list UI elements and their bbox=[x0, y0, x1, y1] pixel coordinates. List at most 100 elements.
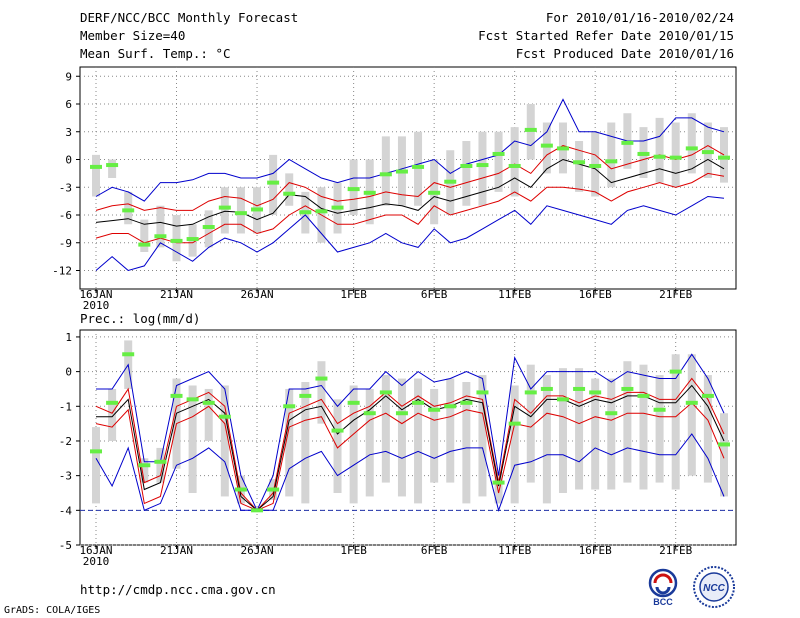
prec-x-tick-label: 16JAN bbox=[79, 544, 112, 557]
temp-spread-box bbox=[510, 127, 519, 197]
source-url[interactable]: http://cmdp.ncc.cma.gov.cn bbox=[80, 582, 276, 597]
prec-median-marker bbox=[508, 421, 521, 426]
prec-median-marker bbox=[540, 386, 553, 391]
temp-median-marker bbox=[170, 238, 183, 243]
prec-x-tick-label: 26JAN bbox=[240, 544, 273, 557]
prec-spread-box bbox=[414, 378, 423, 504]
prec-spread-box bbox=[140, 458, 149, 483]
prec-spread-box bbox=[591, 378, 600, 490]
temp-spread-box bbox=[494, 131, 503, 192]
prec-x-tick-label: 6FEB bbox=[421, 544, 448, 557]
prec-spread-box bbox=[655, 375, 664, 483]
prec-median-marker bbox=[267, 487, 280, 492]
prec-spread-box bbox=[397, 378, 406, 497]
temp-x-tick-label: 6FEB bbox=[421, 288, 448, 301]
prec-spread-box bbox=[526, 364, 535, 483]
temp-median-marker bbox=[412, 164, 425, 169]
temp-median-marker bbox=[718, 155, 730, 160]
prec-spread-box bbox=[92, 427, 100, 504]
temp-spread-box bbox=[124, 191, 133, 225]
temp-y-tick-label: -3 bbox=[59, 181, 72, 194]
temp-lower-line bbox=[95, 145, 725, 211]
prec-spread-box bbox=[671, 354, 680, 490]
temp-median-marker bbox=[460, 163, 473, 168]
prec-spread-box bbox=[623, 361, 632, 483]
prec-spread-box bbox=[285, 388, 294, 497]
temp-median-marker bbox=[605, 159, 618, 164]
prec-median-marker bbox=[106, 400, 119, 405]
temp-median-marker bbox=[186, 237, 199, 242]
temp-median-marker bbox=[251, 207, 264, 212]
prec-spread-box bbox=[687, 354, 696, 476]
prec-median-marker bbox=[202, 400, 215, 405]
temp-x-tick-label: 21FEB bbox=[659, 288, 692, 301]
prec-mean-line bbox=[96, 384, 725, 511]
prec-spread-box bbox=[204, 388, 213, 441]
temp-median-marker bbox=[106, 163, 119, 168]
temp-median-marker bbox=[444, 179, 457, 184]
prec-min-line bbox=[95, 433, 725, 513]
temp-median-marker bbox=[540, 143, 553, 148]
prec-x-tick-label: 21JAN bbox=[160, 544, 193, 557]
temp-median-marker bbox=[524, 127, 537, 132]
temp-median-marker bbox=[315, 209, 328, 214]
prec-median-marker bbox=[621, 386, 634, 391]
temp-median-marker bbox=[234, 211, 247, 216]
temp-spread-box bbox=[140, 219, 149, 252]
bcc-logo: BCC bbox=[648, 568, 678, 607]
temp-median-marker bbox=[283, 191, 296, 196]
prec-x-tick-label: 1FEB bbox=[340, 544, 367, 557]
prec-median-marker bbox=[138, 463, 151, 468]
temp-median-marker bbox=[621, 140, 634, 145]
prec-y-tick-label: -5 bbox=[59, 539, 72, 552]
prec-median-marker bbox=[363, 411, 376, 416]
prec-spread-box bbox=[301, 382, 310, 504]
temp-median-marker bbox=[154, 234, 167, 239]
prec-x-year-label: 2010 bbox=[83, 555, 110, 568]
temp-spread-box bbox=[671, 122, 680, 188]
prec-spread-box bbox=[703, 375, 712, 483]
prec-x-tick-label: 11FEB bbox=[498, 544, 531, 557]
prec-median-marker bbox=[395, 411, 408, 416]
temp-y-tick-label: 9 bbox=[65, 70, 72, 83]
prec-median-marker bbox=[412, 400, 425, 405]
temp-max-line bbox=[95, 195, 725, 272]
temp-median-marker bbox=[202, 225, 215, 230]
prec-median-marker bbox=[90, 449, 102, 454]
temp-y-tick-label: 6 bbox=[65, 98, 72, 111]
temp-median-marker bbox=[379, 172, 392, 177]
prec-spread-box bbox=[542, 375, 551, 504]
prec-median-marker bbox=[492, 480, 505, 485]
temp-median-marker bbox=[476, 163, 489, 168]
temp-min-line bbox=[95, 98, 725, 202]
prec-spread-box bbox=[317, 361, 326, 424]
prec-x-tick-label: 16FEB bbox=[579, 544, 612, 557]
temp-x-tick-label: 26JAN bbox=[240, 288, 273, 301]
temp-median-marker bbox=[669, 155, 682, 160]
temp-spread-box bbox=[156, 205, 165, 248]
prec-median-marker bbox=[154, 459, 167, 464]
prec-median-marker bbox=[218, 414, 231, 419]
prec-spread-box bbox=[510, 385, 519, 504]
temp-median-marker bbox=[573, 160, 586, 165]
prec-spread-box bbox=[365, 388, 374, 497]
prec-upper-line bbox=[95, 377, 725, 512]
prec-median-marker bbox=[347, 400, 360, 405]
chart-title: DERF/NCC/BCC Monthly Forecast bbox=[80, 10, 299, 25]
temp-y-tick-label: 0 bbox=[65, 154, 72, 167]
prec-median-marker bbox=[428, 407, 441, 412]
temp-median-marker bbox=[138, 242, 151, 247]
temp-median-marker bbox=[701, 150, 714, 155]
temp-spread-box bbox=[687, 113, 696, 174]
prec-median-marker bbox=[379, 390, 392, 395]
prec-median-marker bbox=[460, 400, 473, 405]
prec-median-marker bbox=[556, 397, 569, 402]
temp-median-marker bbox=[395, 169, 408, 174]
prec-spread-box bbox=[446, 378, 455, 483]
prec-spread-box bbox=[381, 375, 390, 483]
prec-median-marker bbox=[605, 411, 618, 416]
temp-median-marker bbox=[363, 190, 376, 195]
prec-median-marker bbox=[251, 508, 264, 513]
prec-spread-box bbox=[333, 399, 342, 493]
